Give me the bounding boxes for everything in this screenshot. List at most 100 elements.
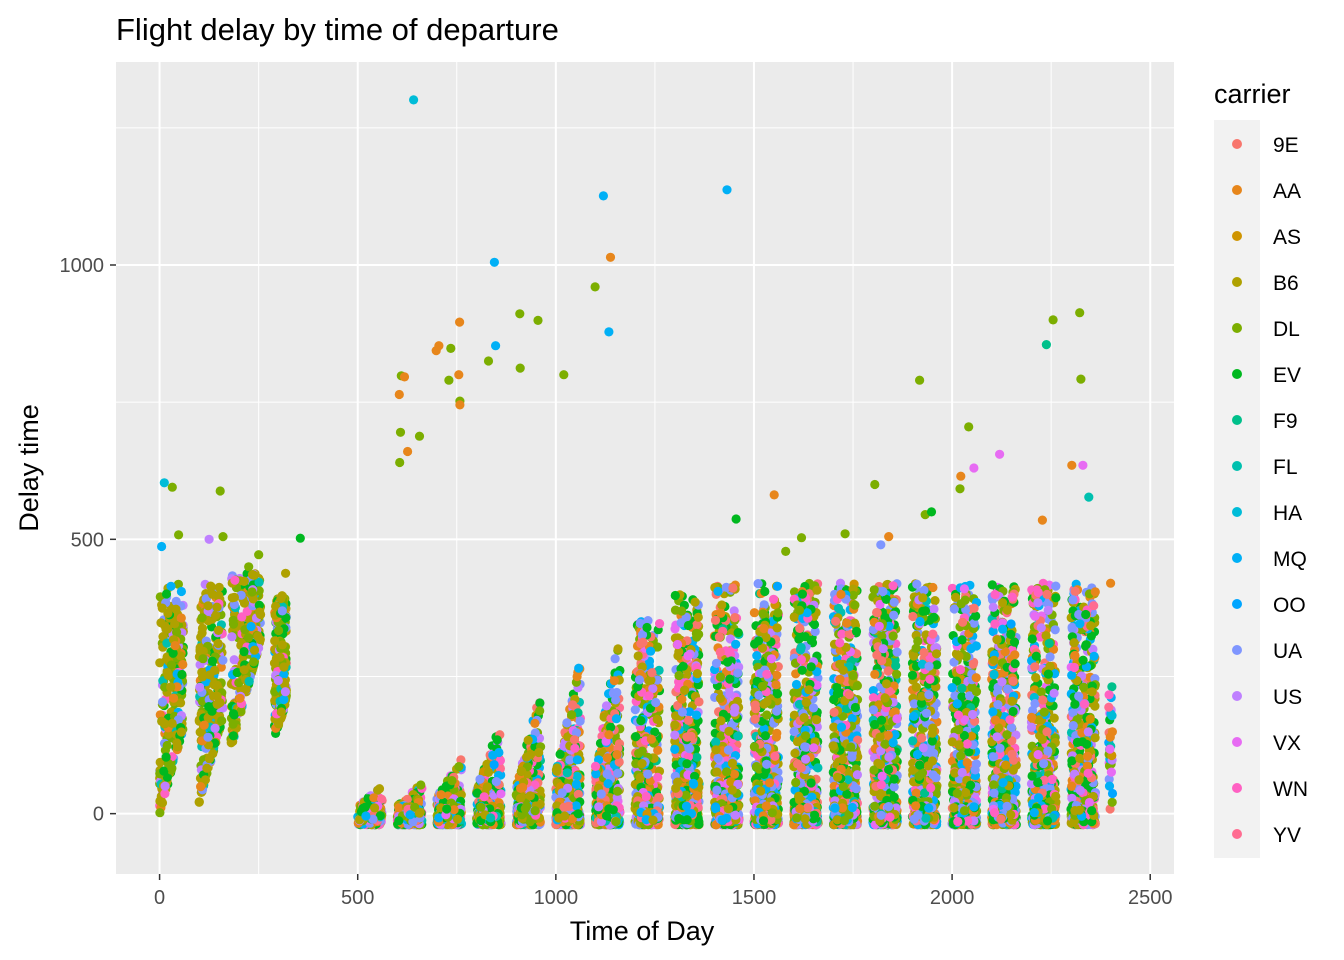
- data-point: [167, 718, 177, 729]
- data-point: [244, 676, 254, 687]
- data-point: [373, 785, 383, 795]
- data-point: [678, 661, 688, 671]
- data-point: [271, 601, 281, 612]
- data-points: [155, 95, 1118, 830]
- data-point: [218, 655, 228, 665]
- data-point: [590, 761, 601, 772]
- data-point: [711, 745, 721, 755]
- data-point: [159, 766, 169, 776]
- data-point: [655, 619, 665, 629]
- data-point: [204, 754, 215, 764]
- data-point: [171, 604, 181, 614]
- data-point: [575, 716, 585, 726]
- data-point: [370, 803, 380, 813]
- data-point: [713, 586, 723, 597]
- data-point: [571, 779, 582, 790]
- data-point: [205, 670, 215, 680]
- data-point: [197, 613, 207, 623]
- data-point: [712, 767, 722, 777]
- data-point: [637, 759, 647, 769]
- data-point: [725, 689, 735, 699]
- data-point: [571, 801, 581, 811]
- data-point: [217, 716, 227, 726]
- data-point: [727, 785, 737, 795]
- data-point: [243, 633, 253, 643]
- data-point: [562, 768, 572, 778]
- data-point: [249, 570, 259, 580]
- data-point: [213, 638, 223, 649]
- data-point: [269, 658, 280, 668]
- data-point: [601, 701, 612, 711]
- data-point: [197, 672, 208, 682]
- data-point: [239, 598, 249, 608]
- data-point: [230, 575, 240, 585]
- data-point: [671, 783, 681, 793]
- data-point: [724, 726, 734, 736]
- data-point: [570, 743, 580, 753]
- data-point: [277, 640, 287, 650]
- data-point: [608, 805, 618, 815]
- data-point: [209, 680, 219, 690]
- data-point: [394, 816, 404, 826]
- data-point: [447, 776, 457, 786]
- data-point: [206, 582, 216, 592]
- data-point: [569, 735, 580, 745]
- data-point: [749, 608, 760, 618]
- data-point: [652, 714, 662, 725]
- data-point: [725, 674, 735, 684]
- data-point: [633, 651, 643, 661]
- data-point: [681, 790, 691, 800]
- data-point: [176, 586, 186, 597]
- data-point: [239, 665, 249, 675]
- data-point: [236, 706, 246, 716]
- data-point: [277, 606, 287, 616]
- data-point: [530, 718, 540, 729]
- data-point: [637, 746, 647, 756]
- data-point: [274, 625, 284, 636]
- data-point: [170, 641, 180, 651]
- data-point: [562, 718, 572, 728]
- data-point: [530, 806, 540, 816]
- data-point: [674, 813, 684, 824]
- data-point: [733, 628, 743, 638]
- data-point: [733, 731, 743, 741]
- data-point: [207, 656, 217, 666]
- data-point: [692, 791, 702, 801]
- data-point: [416, 780, 426, 790]
- data-point: [276, 707, 286, 717]
- data-point: [555, 749, 565, 759]
- data-point: [535, 706, 545, 716]
- data-point: [160, 789, 170, 799]
- data-point: [634, 675, 645, 685]
- data-point: [496, 789, 506, 799]
- data-point: [270, 636, 280, 646]
- data-point: [752, 651, 762, 661]
- data-point: [483, 767, 494, 778]
- data-point: [670, 720, 680, 730]
- data-point: [613, 768, 623, 778]
- data-point: [394, 803, 404, 813]
- data-point: [194, 797, 204, 807]
- data-point: [692, 752, 702, 762]
- data-point: [686, 731, 696, 742]
- data-point: [486, 813, 496, 823]
- data-point: [611, 695, 621, 705]
- data-point: [375, 811, 385, 821]
- data-point: [602, 753, 613, 763]
- data-point: [213, 625, 224, 636]
- data-point: [714, 632, 725, 642]
- data-point: [567, 710, 577, 720]
- data-point: [167, 763, 177, 773]
- data-point: [717, 600, 727, 610]
- data-point: [691, 628, 702, 639]
- data-point: [273, 675, 283, 686]
- data-point: [611, 714, 622, 724]
- data-point: [228, 719, 238, 729]
- data-point: [177, 669, 187, 680]
- data-point: [168, 648, 178, 658]
- data-point: [201, 594, 211, 604]
- data-point: [594, 802, 604, 812]
- data-point: [690, 597, 700, 607]
- data-point: [279, 662, 289, 672]
- data-point: [557, 788, 567, 798]
